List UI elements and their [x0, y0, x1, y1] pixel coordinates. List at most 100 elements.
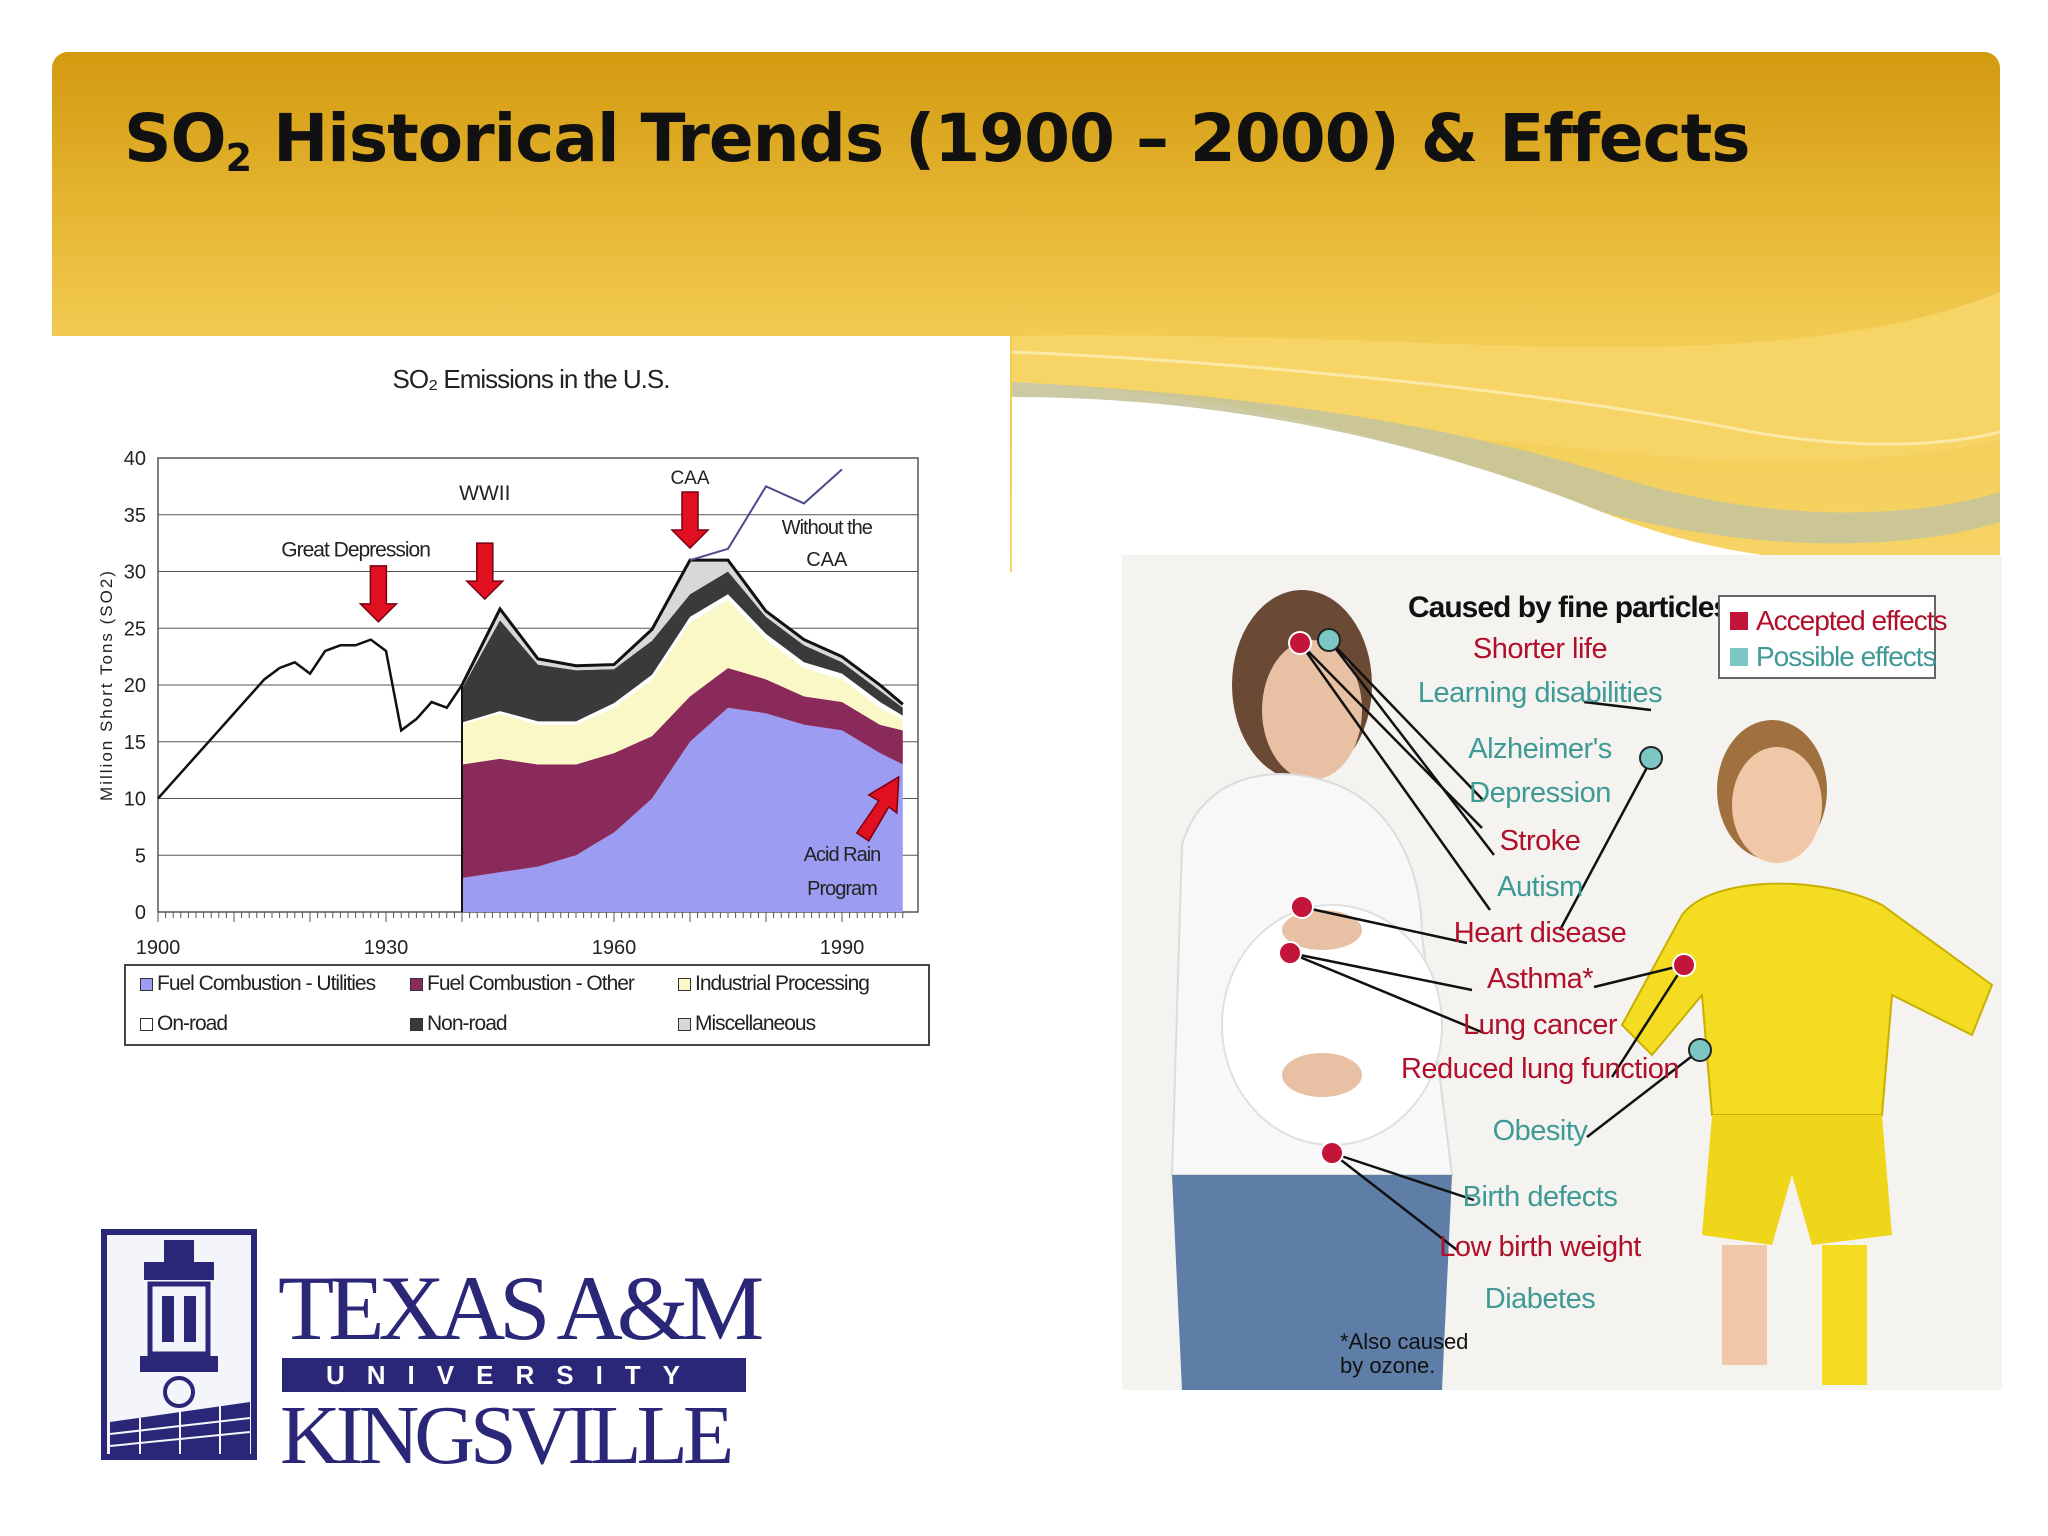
x-tick-label: 1900 [136, 937, 181, 959]
possible-swatch [1730, 648, 1748, 666]
effect-shorter-life: Shorter life [1472, 633, 1608, 665]
annotation-without-caa-line1: Without the [782, 517, 873, 539]
boy-illustration [1620, 720, 1994, 1385]
acid-rain-arrow [855, 775, 900, 842]
accepted-marker [1288, 631, 1312, 655]
effects-legend: Accepted effects Possible effects [1718, 595, 1947, 679]
so2-area-chart: 0 5 10 15 20 25 30 35 40 1900 1930 1960 1990 Million … [97, 448, 919, 959]
legend-item-industrial: Industrial Processing [678, 972, 870, 996]
effects-illustration [1170, 590, 1994, 1390]
effect-connectors [1289, 639, 1701, 1251]
area-miscellaneous [462, 560, 903, 708]
y-tick-label: 15 [124, 732, 146, 754]
annotation-caa: CAA [670, 468, 709, 489]
annotation-without-caa-line2: CAA [806, 549, 848, 571]
annotation-acid-rain-line1: Acid Rain [804, 844, 881, 866]
possible-marker [1317, 628, 1341, 652]
y-tick-label: 30 [124, 562, 146, 584]
legend-possible: Possible effects [1730, 641, 1937, 673]
effects-header: Caused by fine particles: [1408, 591, 1739, 624]
legend-swatch [678, 1017, 691, 1031]
y-tick-label: 20 [124, 675, 146, 697]
effect-depression: Depression [1469, 777, 1611, 809]
area-non-road [462, 571, 903, 723]
accepted-marker [1320, 1141, 1344, 1165]
legend-label: Miscellaneous [695, 1012, 816, 1035]
slide-title: SO2 Historical Trends (1900 – 2000) & Ef… [124, 100, 1751, 180]
y-tick-label: 40 [124, 448, 146, 470]
chart-title: SO₂ Emissions in the U.S. [392, 364, 671, 394]
legend-accepted-label: Accepted effects [1756, 605, 1947, 636]
logo-kingsville: KINGSVILLE [280, 1389, 734, 1482]
legend-item-nonroad: Non-road [410, 1012, 508, 1036]
college-hall-icon [101, 1229, 257, 1460]
total-line-pre1940 [157, 638, 464, 800]
total-line-post1940 [460, 558, 904, 706]
possible-marker [1688, 1038, 1712, 1062]
effect-markers [1278, 628, 1712, 1165]
legend-accepted: Accepted effects [1730, 605, 1947, 637]
legend-label: Fuel Combustion - Other [427, 972, 635, 995]
great-depression-arrow [358, 565, 399, 623]
effect-heart-disease: Heart disease [1453, 917, 1627, 949]
effect-autism: Autism [1497, 871, 1583, 903]
y-tick-label: 10 [124, 789, 146, 811]
legend-swatch [678, 977, 691, 991]
y-tick-label: 25 [124, 618, 146, 640]
x-tick-label: 1960 [592, 937, 637, 959]
legend-label: Industrial Processing [695, 972, 870, 995]
ozone-footnote-line2: by ozone. [1340, 1353, 1436, 1378]
effect-learning-disabilities: Learning disabilities [1417, 677, 1663, 709]
y-tick-label: 0 [135, 902, 146, 924]
effect-diabetes: Diabetes [1484, 1283, 1596, 1315]
ozone-footnote: *Also caused by ozone. [1340, 1330, 1468, 1378]
effect-asthma: Asthma* [1486, 963, 1594, 995]
legend-item-misc: Miscellaneous [678, 1012, 816, 1036]
legend-swatch [410, 1017, 423, 1031]
x-tick-label: 1930 [364, 937, 409, 959]
legend-swatch [140, 1017, 153, 1031]
effect-low-birth-weight: Low birth weight [1439, 1231, 1641, 1263]
logo-university-bar: UNIVERSITY [282, 1358, 746, 1392]
legend-item-onroad: On-road [140, 1012, 228, 1036]
health-effects-panel: Caused by fine particles: Accepted effec… [1122, 555, 2002, 1390]
area-fuel-combustion-other [462, 667, 903, 878]
legend-item-other: Fuel Combustion - Other [410, 972, 635, 996]
tamuk-logo: TEXAS A&M UNIVERSITY KINGSVILLE [100, 1222, 764, 1478]
effect-alzheimers: Alzheimer's [1468, 733, 1612, 765]
wwii-arrow [464, 542, 505, 601]
legend-label: Non-road [427, 1012, 508, 1035]
without-caa-line [689, 468, 843, 562]
legend-label: Fuel Combustion - Utilities [157, 972, 376, 995]
legend-swatch [410, 977, 423, 991]
accepted-marker [1290, 895, 1314, 919]
y-tick-label: 35 [124, 505, 146, 527]
effect-stroke: Stroke [1499, 825, 1581, 857]
effect-obesity: Obesity [1492, 1115, 1588, 1147]
legend-possible-label: Possible effects [1756, 641, 1937, 672]
so2-chart-panel: SO₂ Emissions in the U.S. 0 5 10 15 20 25 30 35… [52, 336, 1010, 1076]
y-axis-label: Million Short Tons (SO2) [97, 569, 116, 801]
annotation-great-depression: Great Depression [281, 539, 430, 562]
x-tick-label: 1990 [820, 937, 865, 959]
effect-lung-cancer: Lung cancer [1462, 1009, 1618, 1041]
y-tick-label: 5 [135, 845, 146, 867]
logo-texas-am: TEXAS A&M [278, 1257, 764, 1359]
caa-arrow [670, 491, 710, 550]
possible-marker [1639, 746, 1663, 770]
legend-swatch [140, 977, 153, 991]
area-industrial-processing [462, 599, 903, 765]
banner-wave [1011, 292, 2000, 572]
chart-legend: Fuel Combustion - Utilities Fuel Combust… [124, 964, 930, 1046]
accepted-marker [1278, 941, 1302, 965]
effect-reduced-lung-function: Reduced lung function [1400, 1053, 1680, 1085]
annotation-wwii: WWII [459, 482, 510, 505]
area-fuel-combustion-utilities [462, 707, 903, 912]
annotation-acid-rain-line2: Program [807, 878, 877, 900]
legend-label: On-road [157, 1012, 228, 1035]
woman-illustration [1170, 590, 1454, 1390]
accepted-marker [1672, 953, 1696, 977]
legend-item-utilities: Fuel Combustion - Utilities [140, 972, 376, 996]
accepted-swatch [1730, 612, 1748, 630]
effect-birth-defects: Birth defects [1462, 1181, 1618, 1213]
